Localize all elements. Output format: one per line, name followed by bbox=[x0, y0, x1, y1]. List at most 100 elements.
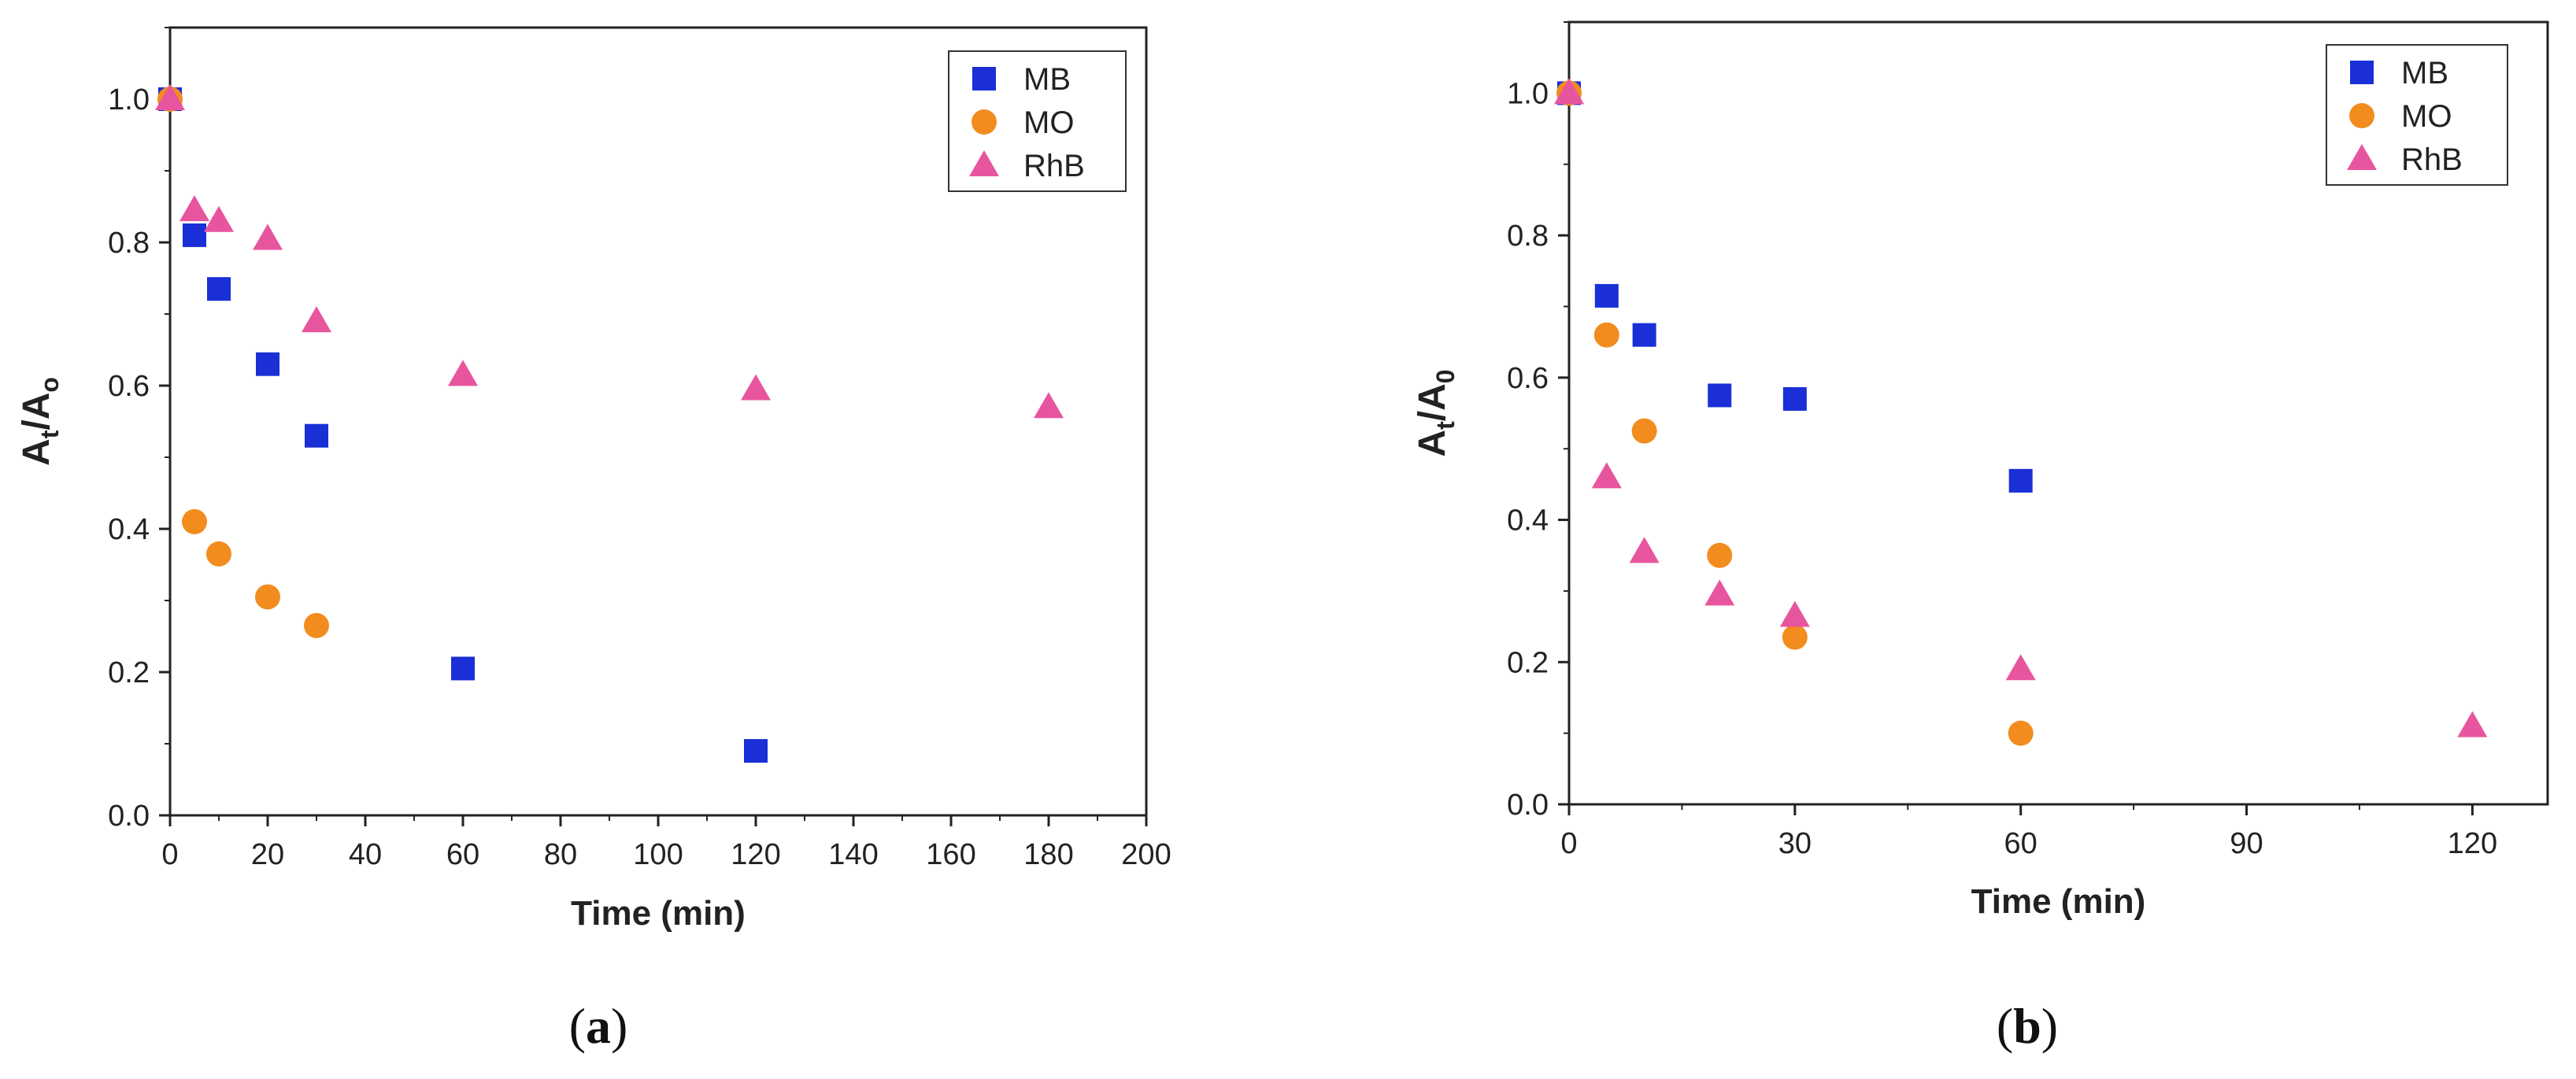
mo-point bbox=[255, 584, 280, 610]
y-axis-title: At/A0 bbox=[1412, 369, 1460, 456]
x-tick-label: 0 bbox=[161, 838, 178, 871]
mb-point bbox=[744, 739, 768, 763]
rhb-point bbox=[1704, 579, 1735, 606]
mb-point bbox=[451, 656, 475, 681]
y-title-slash: /A bbox=[16, 393, 57, 430]
legend: MB MO RhB bbox=[2326, 44, 2508, 186]
x-tick-label: 140 bbox=[828, 838, 878, 871]
rhb-point bbox=[180, 195, 209, 222]
series-mb bbox=[1557, 81, 2033, 493]
x-tick-label: 160 bbox=[926, 838, 975, 871]
y-tick-label: 0.2 bbox=[108, 656, 150, 689]
caption-close-paren: ) bbox=[611, 998, 627, 1054]
legend-label-rhb: RhB bbox=[1023, 149, 1085, 183]
rhb-point bbox=[1591, 462, 1622, 489]
series-rhb bbox=[155, 84, 1064, 419]
legend-marker-mb bbox=[2350, 61, 2374, 84]
mo-point bbox=[1782, 624, 1808, 650]
rhb-point bbox=[1554, 78, 1584, 105]
y-title-main: A bbox=[1412, 430, 1453, 457]
y-tick-label: 0.6 bbox=[1507, 362, 1549, 395]
y-tick-label: 0.4 bbox=[108, 513, 150, 546]
y-title-sub-t: t bbox=[35, 430, 64, 438]
y-tick-label: 0.8 bbox=[108, 227, 150, 260]
caption-letter: a bbox=[586, 998, 611, 1054]
x-tick-label: 0 bbox=[1560, 827, 1577, 860]
y-title-main: A bbox=[16, 438, 57, 466]
caption-open-paren: ( bbox=[569, 998, 586, 1054]
x-tick-label: 40 bbox=[349, 838, 382, 871]
y-tick-label: 0.2 bbox=[1507, 646, 1549, 679]
y-tick-label: 0.4 bbox=[1507, 504, 1549, 538]
mb-point bbox=[1632, 323, 1656, 347]
mo-point bbox=[2008, 720, 2034, 746]
mb-point bbox=[2008, 468, 2033, 493]
rhb-point bbox=[1034, 392, 1064, 419]
rhb-point bbox=[2005, 654, 2036, 681]
x-tick-label: 180 bbox=[1023, 838, 1073, 871]
panel-caption: (a) bbox=[569, 998, 628, 1054]
mb-point bbox=[1782, 386, 1807, 411]
y-tick-label: 0.8 bbox=[1507, 220, 1549, 253]
series-mb bbox=[158, 87, 768, 763]
mb-point bbox=[1594, 283, 1619, 308]
caption-close-paren: ) bbox=[2041, 998, 2058, 1054]
rhb-point bbox=[204, 205, 234, 232]
x-tick-label: 200 bbox=[1121, 838, 1171, 871]
rhb-point bbox=[2457, 711, 2488, 737]
x-tick-label: 20 bbox=[251, 838, 284, 871]
x-tick-label: 30 bbox=[1778, 827, 1812, 860]
mo-point bbox=[182, 508, 207, 534]
caption-open-paren: ( bbox=[1997, 998, 2013, 1054]
legend-marker-mo bbox=[2349, 103, 2374, 128]
mo-point bbox=[1707, 542, 1733, 568]
y-tick-label: 0.0 bbox=[108, 800, 150, 833]
series-mo bbox=[1556, 80, 2034, 746]
mb-point bbox=[207, 277, 231, 301]
x-tick-label: 100 bbox=[633, 838, 683, 871]
legend-marker-mb bbox=[972, 67, 996, 91]
rhb-point bbox=[1629, 537, 1660, 564]
mo-point bbox=[304, 612, 329, 638]
legend-label-mo: MO bbox=[2401, 99, 2452, 134]
legend-marker-rhb bbox=[2347, 144, 2377, 170]
legend-label-mb: MB bbox=[1023, 62, 1071, 97]
legend-label-rhb: RhB bbox=[2401, 142, 2463, 177]
y-title-slash: /A bbox=[1412, 383, 1453, 421]
mb-point bbox=[256, 352, 279, 376]
x-axis-title: Time (min) bbox=[1971, 882, 2146, 921]
caption-letter: b bbox=[2013, 998, 2041, 1054]
panel-caption: (b) bbox=[1997, 998, 2058, 1054]
rhb-point bbox=[302, 306, 331, 333]
series-rhb bbox=[1554, 78, 2488, 737]
x-tick-label: 80 bbox=[544, 838, 577, 871]
mb-point bbox=[1708, 383, 1732, 408]
y-title-sub-o: 0 bbox=[1431, 369, 1460, 383]
mo-point bbox=[206, 541, 231, 567]
rhb-point bbox=[448, 360, 478, 386]
chart-a: 0 20 40 60 80 100 120 140 160 180 200 0.0 0.2 0.4 0.6 0… bbox=[16, 26, 1171, 1054]
rhb-point bbox=[1779, 600, 1810, 627]
y-tick-label: 1.0 bbox=[108, 83, 150, 116]
mb-point bbox=[183, 223, 206, 247]
y-tick-label: 0.6 bbox=[108, 370, 150, 403]
y-tick-label: 0.0 bbox=[1507, 789, 1549, 822]
x-tick-label: 90 bbox=[2230, 827, 2263, 860]
legend: MB MO RhB bbox=[948, 50, 1127, 192]
legend-marker-rhb bbox=[969, 150, 999, 176]
plot-frame bbox=[1567, 20, 2549, 806]
x-tick-label: 120 bbox=[731, 838, 780, 871]
x-tick-label: 60 bbox=[446, 838, 479, 871]
x-axis-title: Time (min) bbox=[571, 894, 746, 933]
mo-point bbox=[1631, 418, 1657, 444]
legend-label-mb: MB bbox=[2401, 56, 2448, 91]
rhb-point bbox=[253, 224, 283, 250]
series-mo bbox=[157, 87, 329, 638]
chart-b: 0 30 60 90 120 0.0 0.2 0.4 0.6 0.8 1.0 Time (min) At… bbox=[1412, 20, 2549, 1054]
mb-point bbox=[305, 423, 328, 448]
mo-point bbox=[1593, 322, 1619, 348]
y-title-sub-o: o bbox=[35, 377, 64, 393]
y-axis-title: At/Ao bbox=[16, 377, 64, 466]
x-tick-label: 60 bbox=[2004, 827, 2037, 860]
